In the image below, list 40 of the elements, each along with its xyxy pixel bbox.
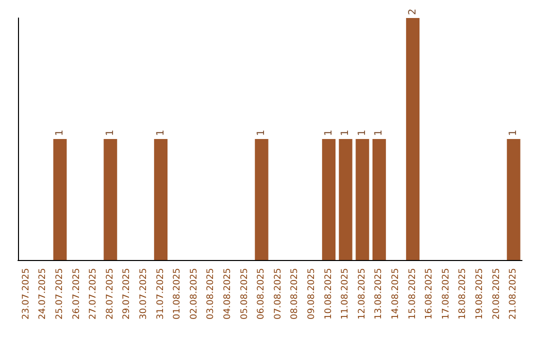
data-label: 2 [407,8,418,15]
x-tick-label: 12.08.2025 [357,268,368,320]
x-tick-label: 10.08.2025 [324,268,334,320]
x-tick-label: 31.07.2025 [156,268,166,320]
data-label: 1 [54,130,66,136]
x-tick-label: 14.08.2025 [391,268,401,320]
x-tick-label: 13.08.2025 [374,268,384,320]
x-tick-label: 16.08.2025 [424,268,435,320]
data-label: 1 [340,130,352,136]
data-label: 1 [356,130,368,136]
x-tick-label: 20.08.2025 [492,268,502,320]
data-label: 1 [256,130,268,136]
data-label: 1 [508,130,520,136]
x-tick-label: 29.07.2025 [122,268,132,320]
data-label: 1 [155,130,166,136]
x-tick-label: 28.07.2025 [105,268,116,320]
x-tick-label: 05.08.2025 [240,268,250,320]
x-tick-label: 11.08.2025 [340,268,351,320]
x-tick-label: 18.08.2025 [458,268,468,320]
x-tick-label: 30.07.2025 [139,268,149,320]
x-tick-label: 06.08.2025 [256,268,267,320]
data-label: 1 [104,130,116,136]
x-tick-label: 07.08.2025 [273,268,284,320]
x-tick-label: 17.08.2025 [441,268,452,320]
x-tick-label: 04.08.2025 [223,268,233,320]
x-tick-label: 24.07.2025 [38,268,48,320]
x-tick-label: 09.08.2025 [307,268,317,320]
x-tick-label: 08.08.2025 [290,268,300,320]
x-tick-label: 03.08.2025 [206,268,216,320]
x-tick-label: 23.07.2025 [21,268,32,320]
data-label: 1 [374,130,385,136]
x-tick-label: 02.08.2025 [189,268,200,320]
x-tick-label: 27.07.2025 [88,268,99,320]
x-tick-label: 01.08.2025 [172,268,183,320]
x-tick-label: 26.07.2025 [72,268,82,320]
data-label: 1 [323,130,334,136]
x-tick-label: 15.08.2025 [408,268,418,320]
x-tick-label: 19.08.2025 [475,268,485,320]
x-tick-label: 25.07.2025 [55,268,65,320]
x-tick-label: 21.08.2025 [508,268,519,320]
